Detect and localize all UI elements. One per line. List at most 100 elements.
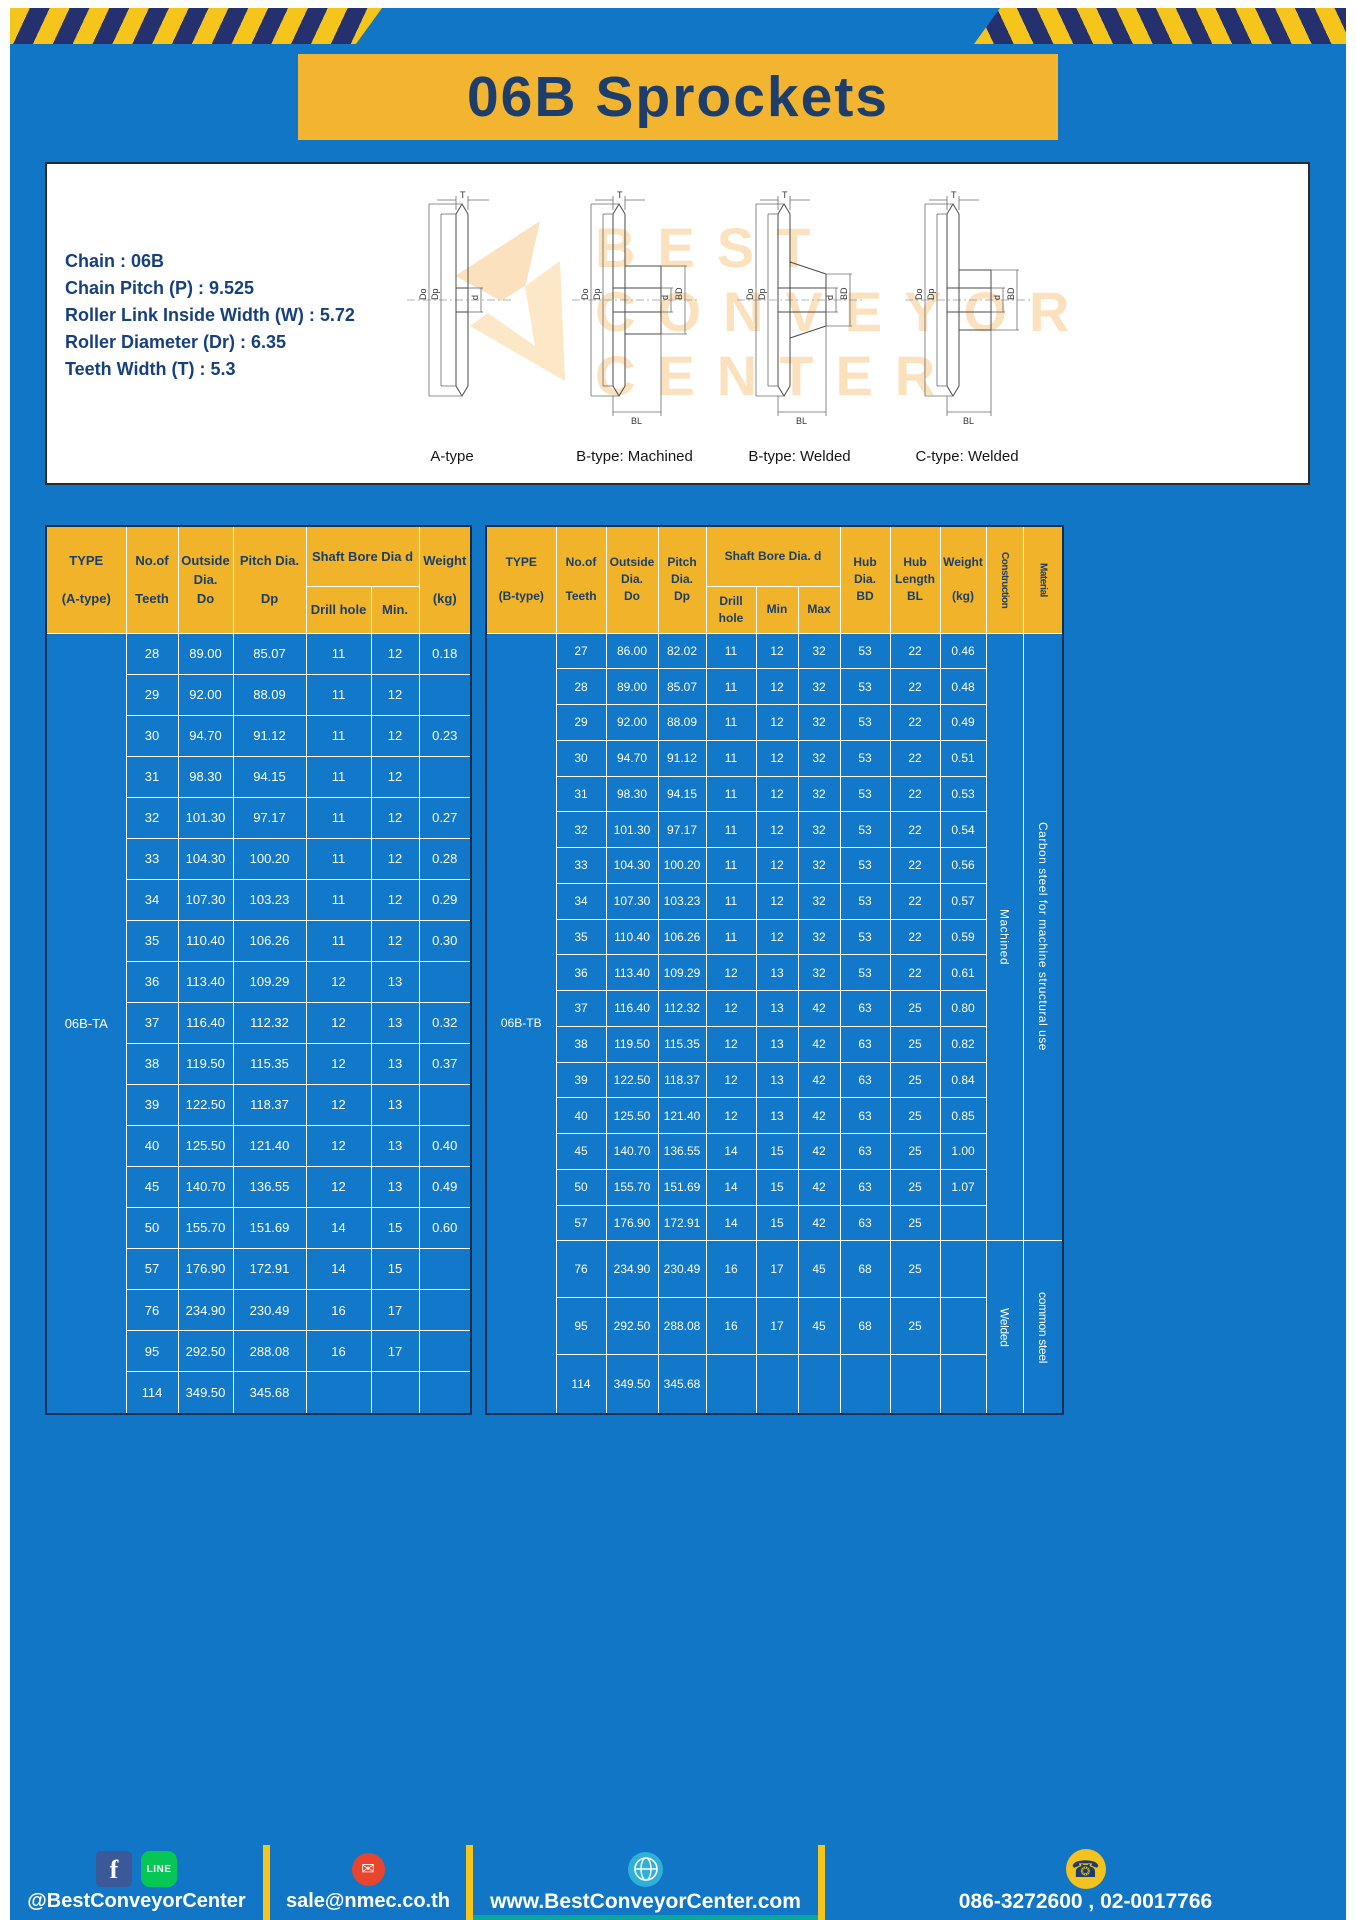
data-cell: 68 xyxy=(839,1240,891,1299)
data-cell xyxy=(418,1330,472,1373)
data-cell: 38 xyxy=(555,1025,607,1063)
table-row: 39 122.50 118.37 12 13 xyxy=(46,1083,472,1126)
data-cell: 122.50 xyxy=(605,1061,659,1099)
table-row: 95 292.50 288.08 16 17 45 68 25 xyxy=(486,1297,1063,1356)
spec-line: Teeth Width (T) : 5.3 xyxy=(65,359,236,379)
data-cell: 31 xyxy=(555,775,607,813)
data-cell: 12 xyxy=(370,632,420,675)
data-cell xyxy=(305,1371,372,1415)
table-row: 28 89.00 85.07 11 12 32 53 22 0.48 xyxy=(486,668,1063,705)
data-cell: 82.02 xyxy=(657,632,707,670)
data-cell: 53 xyxy=(839,811,891,848)
data-cell: 0.46 xyxy=(939,632,987,670)
email-address[interactable]: sale@nmec.co.th xyxy=(285,1890,450,1912)
data-cell: 34 xyxy=(555,882,607,920)
phone-icon[interactable]: ☎ xyxy=(1065,1849,1106,1889)
data-cell: 88.09 xyxy=(657,704,707,741)
email-icon[interactable]: ✉ xyxy=(351,1852,385,1886)
table-b-header: TYPE (B-type) No.of Teeth Outside Dia. D… xyxy=(485,525,1064,634)
data-cell: 13 xyxy=(370,1001,420,1044)
data-cell: 32 xyxy=(797,632,841,670)
data-cell: 91.12 xyxy=(657,739,707,777)
data-cell: 94.70 xyxy=(605,739,659,777)
header-max: Max xyxy=(797,585,841,634)
data-cell: 57 xyxy=(555,1204,607,1242)
data-cell: 25 xyxy=(889,1204,941,1242)
spec-line: Chain : 06B xyxy=(65,251,165,271)
data-cell: 14 xyxy=(305,1206,372,1249)
data-cell: 53 xyxy=(839,775,891,813)
data-cell xyxy=(418,673,472,716)
data-cell: 292.50 xyxy=(177,1330,234,1373)
dim-label-dp: Dp xyxy=(757,288,767,300)
diagram-label: A-type xyxy=(430,448,474,465)
data-cell xyxy=(370,1371,420,1415)
data-cell: 13 xyxy=(755,954,799,991)
header-teeth: No.of Teeth xyxy=(125,525,179,634)
table-row: 29 92.00 88.09 11 12 xyxy=(46,673,472,716)
data-cell: 14 xyxy=(705,1168,757,1206)
data-cell: 98.30 xyxy=(605,775,659,813)
data-cell: 29 xyxy=(125,673,179,716)
facebook-icon[interactable]: f xyxy=(96,1851,132,1887)
data-cell: 91.12 xyxy=(232,714,307,757)
data-cell: 1.00 xyxy=(939,1133,987,1170)
website-url[interactable]: www.BestConveyorCenter.com xyxy=(490,1890,801,1913)
data-cell: 92.00 xyxy=(177,673,234,716)
data-cell: 94.15 xyxy=(657,775,707,813)
dim-label-bd: BD xyxy=(674,287,684,300)
diagram-b-type-welded: T Do Dp d BD BL B-type: Welded xyxy=(712,190,887,465)
data-cell: 0.37 xyxy=(418,1042,472,1085)
data-cell: 0.27 xyxy=(418,796,472,839)
data-cell: 33 xyxy=(555,847,607,884)
data-cell: 15 xyxy=(370,1206,420,1249)
data-cell: 172.91 xyxy=(232,1247,307,1291)
table-row: 36 113.40 109.29 12 13 xyxy=(46,960,472,1003)
data-cell: 0.80 xyxy=(939,990,987,1027)
data-cell: 94.70 xyxy=(177,714,234,757)
footer-divider xyxy=(466,1845,473,1920)
data-cell: 17 xyxy=(755,1297,799,1356)
data-cell: 63 xyxy=(839,1204,891,1242)
data-cell: 63 xyxy=(839,1061,891,1099)
data-cell: 14 xyxy=(305,1247,372,1291)
data-cell: 15 xyxy=(755,1168,799,1206)
data-cell: 349.50 xyxy=(605,1354,659,1415)
data-cell: 63 xyxy=(839,1025,891,1063)
data-cell: 28 xyxy=(125,632,179,675)
type-label-cell: 06B-TB xyxy=(485,632,557,1415)
data-cell: 11 xyxy=(305,632,372,675)
data-cell: 115.35 xyxy=(657,1025,707,1063)
data-cell: 11 xyxy=(705,882,757,920)
data-cell: 100.20 xyxy=(657,847,707,884)
data-cell: 32 xyxy=(125,796,179,839)
diagram-label: B-type: Machined xyxy=(576,448,693,465)
data-cell: 42 xyxy=(797,1097,841,1134)
globe-icon[interactable] xyxy=(628,1851,663,1887)
data-cell: 89.00 xyxy=(177,632,234,675)
dim-label-d: d xyxy=(660,295,670,300)
data-cell: 22 xyxy=(889,668,941,705)
data-cell: 0.49 xyxy=(418,1165,472,1208)
data-cell: 234.90 xyxy=(605,1240,659,1299)
data-cell: 116.40 xyxy=(177,1001,234,1044)
data-cell: 95 xyxy=(125,1330,179,1373)
data-cell: 0.61 xyxy=(939,954,987,991)
data-cell: 118.37 xyxy=(657,1061,707,1099)
data-cell: 53 xyxy=(839,704,891,741)
data-cell: 37 xyxy=(555,990,607,1027)
data-cell: 11 xyxy=(705,847,757,884)
table-row: 40 125.50 121.40 12 13 0.40 xyxy=(46,1124,472,1167)
data-cell: 12 xyxy=(370,796,420,839)
social-handle[interactable]: @BestConveyorCenter xyxy=(27,1890,246,1912)
data-cell: 53 xyxy=(839,632,891,670)
data-cell: 11 xyxy=(305,919,372,962)
line-icon[interactable]: LINE xyxy=(141,1851,177,1887)
data-cell: 12 xyxy=(370,755,420,798)
data-cell: 12 xyxy=(755,811,799,848)
data-cell xyxy=(755,1354,799,1415)
diagram-label: C-type: Welded xyxy=(915,448,1019,465)
data-cell: 53 xyxy=(839,918,891,956)
data-cell: 42 xyxy=(797,990,841,1027)
phone-numbers[interactable]: 086-3272600 , 02-0017766 xyxy=(958,1890,1213,1913)
